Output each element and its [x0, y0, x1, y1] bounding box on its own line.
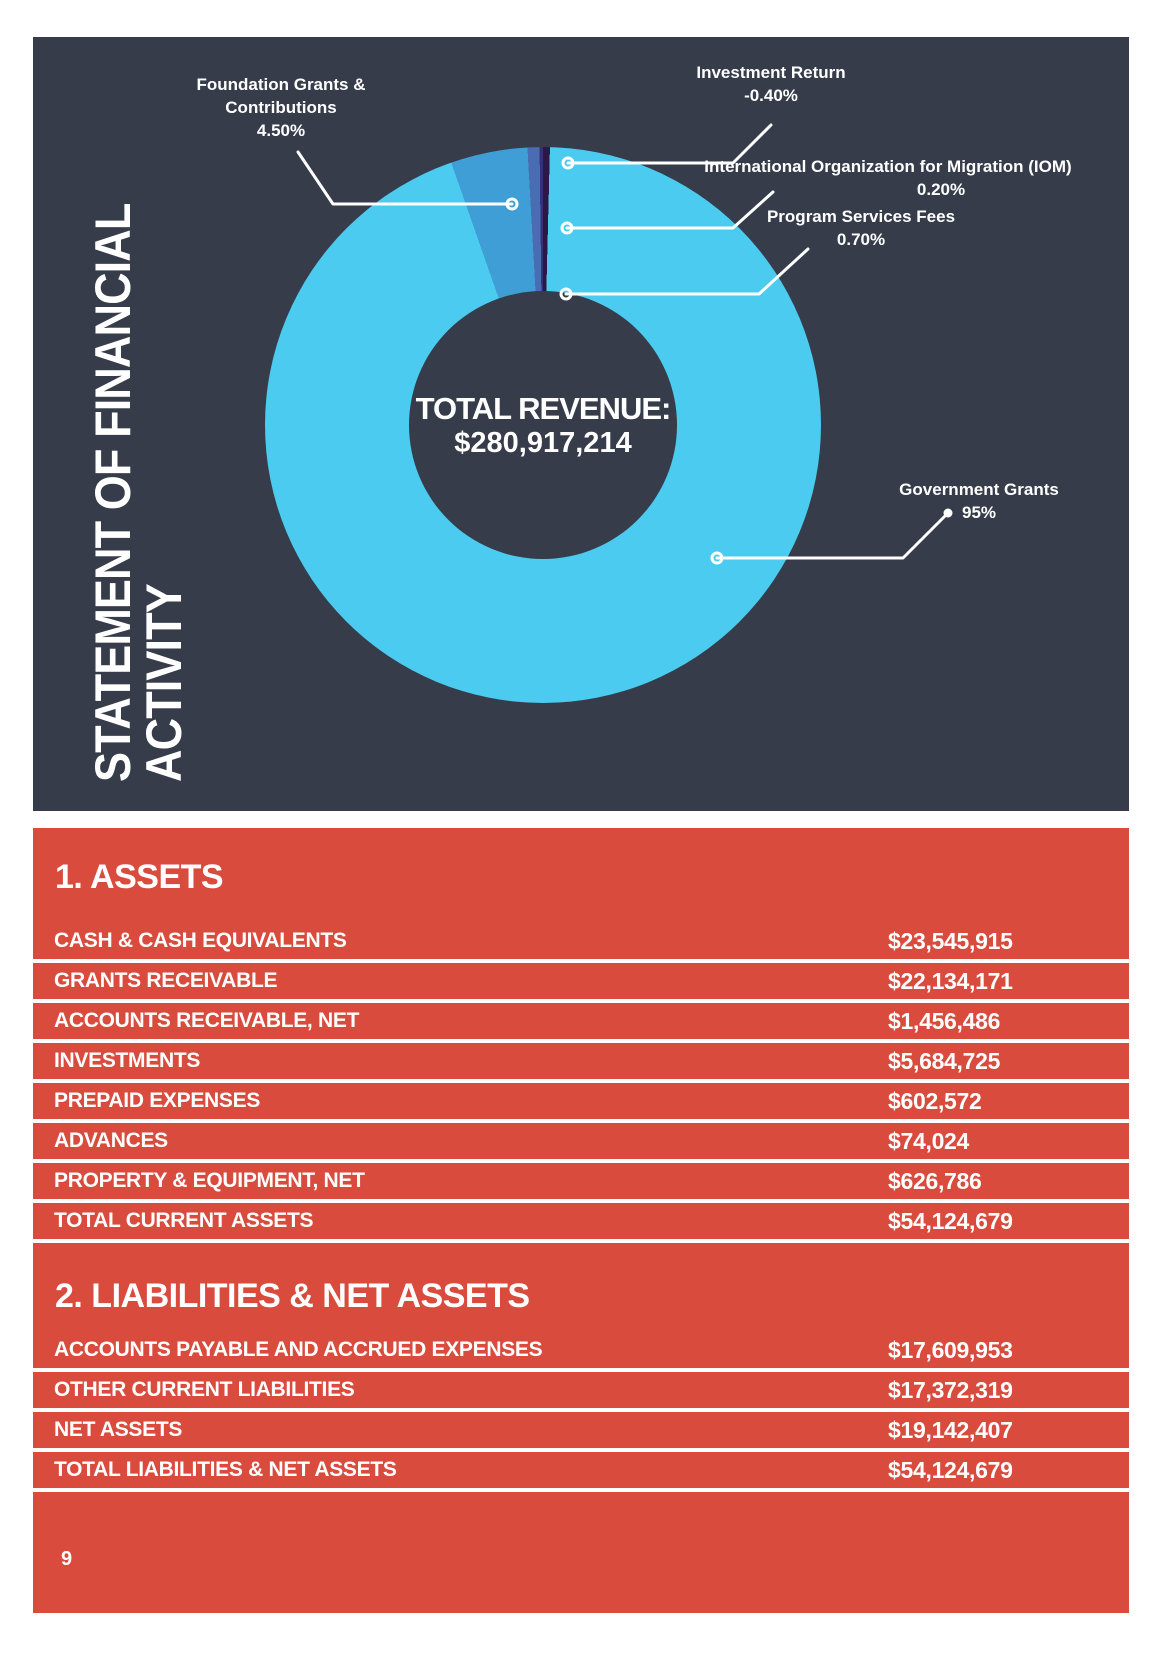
row-value: $626,786 — [888, 1167, 982, 1194]
table-row: OTHER CURRENT LIABILITIES $17,372,319 — [33, 1372, 1129, 1412]
page-title: STATEMENT OF FINANCIAL ACTIVITY — [85, 203, 192, 782]
liabilities-heading: 2. LIABILITIES & NET ASSETS — [55, 1277, 530, 1315]
row-value: $5,684,725 — [888, 1047, 1001, 1074]
table-row: GRANTS RECEIVABLE $22,134,171 — [33, 963, 1129, 1003]
table-row: INVESTMENTS $5,684,725 — [33, 1043, 1129, 1083]
row-label: ADVANCES — [54, 1129, 168, 1152]
table-row: NET ASSETS $19,142,407 — [33, 1412, 1129, 1452]
row-value: $17,609,953 — [888, 1336, 1013, 1363]
total-revenue-value: $280,917,214 — [454, 426, 632, 459]
row-value: $19,142,407 — [888, 1416, 1013, 1443]
foundation-grants-pct: 4.50% — [256, 121, 306, 140]
row-label: PREPAID EXPENSES — [54, 1089, 261, 1112]
government-grants-label: Government Grants — [899, 480, 1059, 499]
page-title-line2: ACTIVITY — [136, 584, 192, 782]
row-label: ACCOUNTS RECEIVABLE, NET — [54, 1009, 360, 1032]
assets-heading: 1. ASSETS — [55, 858, 224, 896]
page-number: 9 — [61, 1548, 73, 1570]
foundation-grants-label: Foundation Grants & Contributions — [196, 75, 366, 117]
row-value: $23,545,915 — [888, 927, 1013, 954]
row-value: $54,124,679 — [888, 1456, 1013, 1483]
statement-panel: STATEMENT OF FINANCIAL ACTIVITY TOTAL RE… — [33, 37, 1129, 811]
row-value: $1,456,486 — [888, 1007, 1001, 1034]
row-value: $74,024 — [888, 1127, 970, 1154]
row-label: CASH & CASH EQUIVALENTS — [54, 929, 347, 952]
page-title-line1: STATEMENT OF FINANCIAL — [85, 203, 141, 782]
investment-return-label: Investment Return — [696, 63, 846, 82]
program-services-callout: Program Services Fees 0.70% — [741, 205, 981, 251]
row-label: TOTAL LIABILITIES & NET ASSETS — [54, 1458, 397, 1481]
table-row: CASH & CASH EQUIVALENTS $23,545,915 — [33, 923, 1129, 963]
foundation-grants-callout: Foundation Grants & Contributions 4.50% — [176, 73, 386, 142]
table-row: TOTAL LIABILITIES & NET ASSETS $54,124,6… — [33, 1452, 1129, 1492]
row-label: INVESTMENTS — [54, 1049, 201, 1072]
table-row: ACCOUNTS PAYABLE AND ACCRUED EXPENSES $1… — [33, 1332, 1129, 1372]
donut-center: TOTAL REVENUE: $280,917,214 — [409, 291, 677, 559]
iom-label: International Organization for Migration… — [704, 157, 1072, 176]
row-value: $22,134,171 — [888, 967, 1013, 994]
row-label: TOTAL CURRENT ASSETS — [54, 1209, 314, 1232]
liabilities-table: ACCOUNTS PAYABLE AND ACCRUED EXPENSES $1… — [33, 1332, 1129, 1492]
row-label: GRANTS RECEIVABLE — [54, 969, 278, 992]
iom-pct: 0.20% — [916, 180, 966, 199]
row-label: PROPERTY & EQUIPMENT, NET — [54, 1169, 365, 1192]
assets-table: CASH & CASH EQUIVALENTS $23,545,915 GRAN… — [33, 923, 1129, 1243]
row-value: $54,124,679 — [888, 1207, 1013, 1234]
investment-return-pct: -0.40% — [744, 86, 798, 105]
row-label: OTHER CURRENT LIABILITIES — [54, 1378, 355, 1401]
total-revenue-label: TOTAL REVENUE: — [415, 390, 672, 426]
government-grants-callout: Government Grants 95% — [864, 478, 1094, 524]
table-row: ACCOUNTS RECEIVABLE, NET $1,456,486 — [33, 1003, 1129, 1043]
program-services-label: Program Services Fees — [766, 207, 956, 226]
government-grants-pct: 95% — [961, 503, 997, 522]
table-row: TOTAL CURRENT ASSETS $54,124,679 — [33, 1203, 1129, 1243]
program-services-pct: 0.70% — [836, 230, 886, 249]
row-label: NET ASSETS — [54, 1418, 183, 1441]
table-row: ADVANCES $74,024 — [33, 1123, 1129, 1163]
balance-sheet-panel: 1. ASSETS CASH & CASH EQUIVALENTS $23,54… — [33, 828, 1129, 1613]
row-label: ACCOUNTS PAYABLE AND ACCRUED EXPENSES — [54, 1338, 543, 1361]
iom-callout: International Organization for Migration… — [658, 155, 1118, 201]
row-value: $17,372,319 — [888, 1376, 1013, 1403]
table-row: PROPERTY & EQUIPMENT, NET $626,786 — [33, 1163, 1129, 1203]
investment-return-callout: Investment Return -0.40% — [661, 61, 881, 107]
row-value: $602,572 — [888, 1087, 982, 1114]
table-row: PREPAID EXPENSES $602,572 — [33, 1083, 1129, 1123]
